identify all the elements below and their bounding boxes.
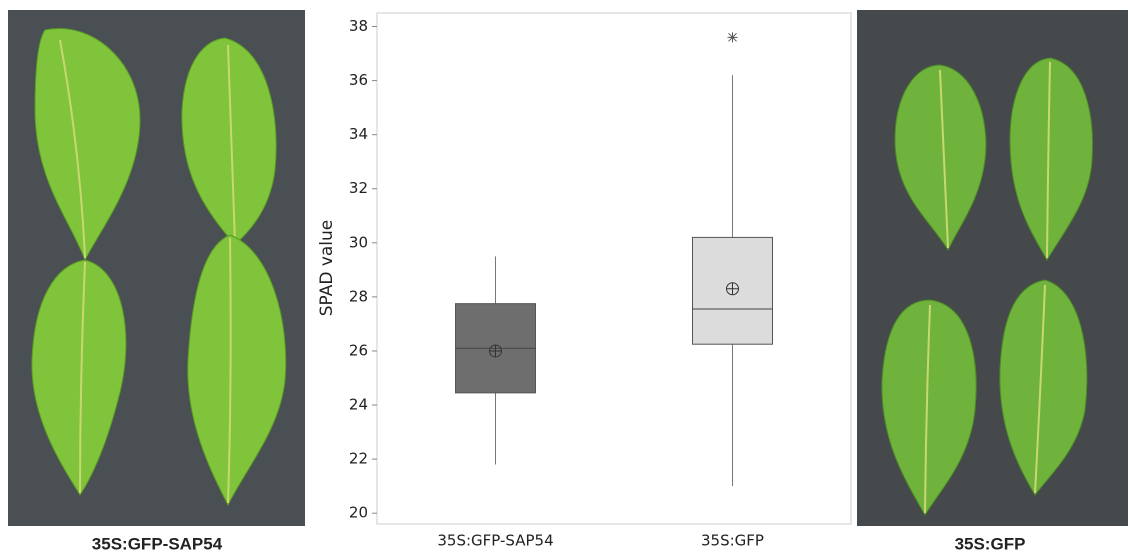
y-tick-label: 28 bbox=[349, 287, 368, 305]
y-tick-label: 20 bbox=[349, 504, 368, 522]
plot-frame bbox=[376, 12, 852, 525]
y-tick-label: 34 bbox=[349, 125, 368, 143]
y-tick-label: 36 bbox=[349, 71, 368, 89]
y-tick-label: 22 bbox=[349, 450, 368, 468]
mean-cross bbox=[726, 282, 739, 295]
y-tick-label: 38 bbox=[349, 17, 368, 35]
photo-caption: 35S:GFP-SAP54 bbox=[92, 534, 223, 553]
y-tick-label: 30 bbox=[349, 233, 368, 251]
photo-caption: 35S:GFP bbox=[955, 534, 1026, 553]
x-tick-label: 35S:GFP bbox=[701, 532, 764, 550]
y-tick-label: 26 bbox=[349, 341, 368, 359]
y-tick-label: 24 bbox=[349, 396, 368, 414]
mean-cross bbox=[489, 344, 502, 357]
y-tick-label: 32 bbox=[349, 179, 368, 197]
x-tick-label: 35S:GFP-SAP54 bbox=[437, 532, 553, 550]
outlier bbox=[727, 32, 738, 43]
y-axis-label: SPAD value bbox=[317, 220, 337, 317]
left-photo bbox=[8, 10, 305, 526]
right-photo bbox=[857, 10, 1128, 526]
